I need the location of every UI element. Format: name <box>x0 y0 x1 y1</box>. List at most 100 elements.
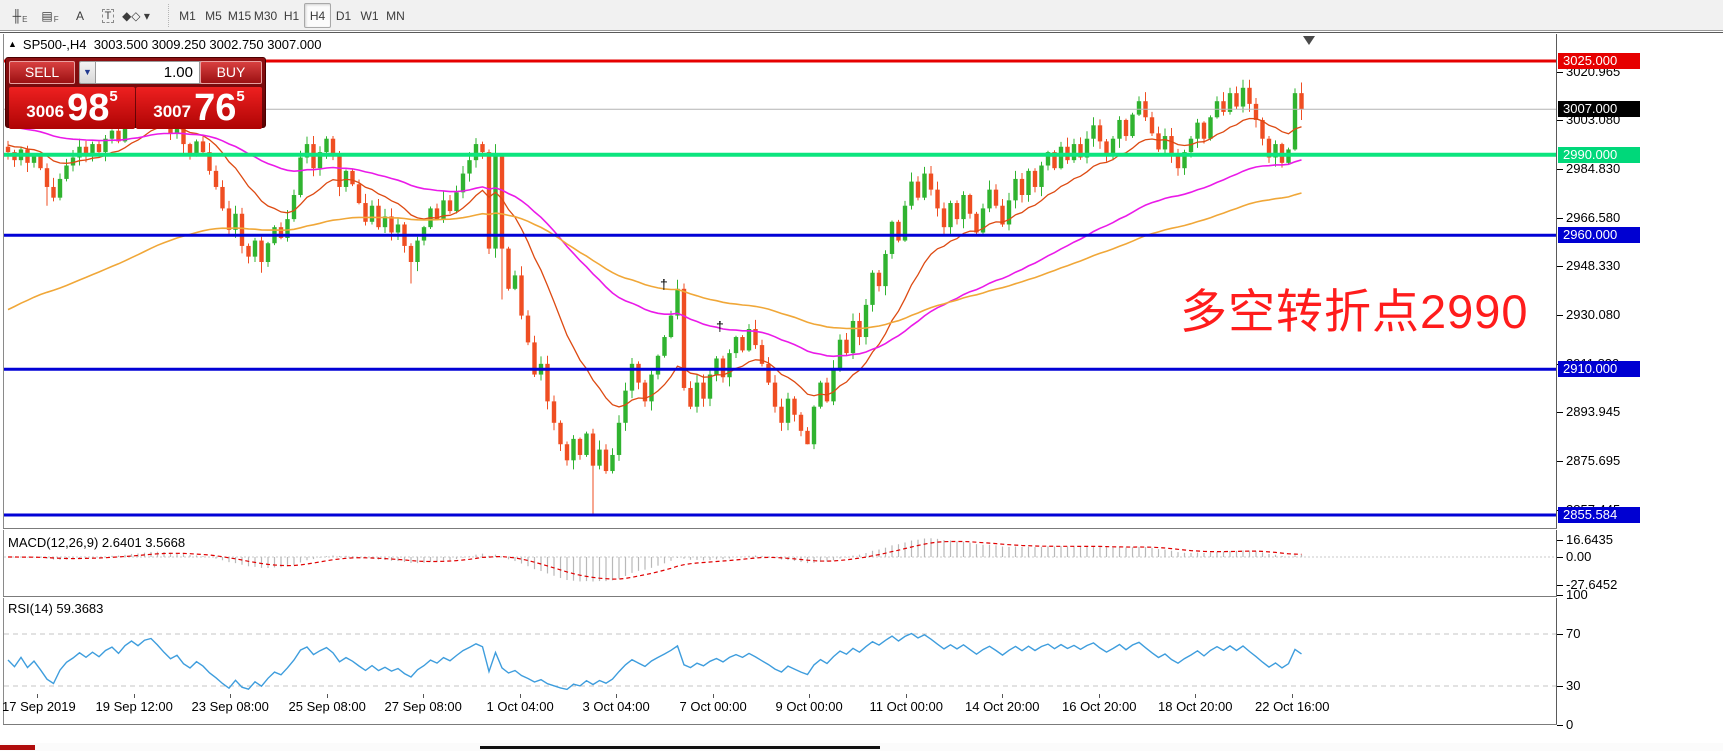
macd-pane-divider[interactable] <box>3 528 1557 530</box>
time-tick-label: 19 Sep 12:00 <box>95 699 173 714</box>
timeframe-button-m15[interactable]: M15 <box>227 8 252 23</box>
text-box-icon[interactable]: T <box>94 3 122 28</box>
volume-decrease-button[interactable]: ▼ <box>79 61 96 84</box>
macd-tick-mark <box>1557 584 1563 586</box>
support-level-badge: 2910.000 <box>1558 361 1640 378</box>
macd-tick-label: 0.00 <box>1566 549 1592 564</box>
macd-tick-label: -27.6452 <box>1566 576 1618 592</box>
timeframe-button-m5[interactable]: M5 <box>205 8 222 23</box>
time-tick-mark <box>1292 694 1293 698</box>
time-tick-label: 3 Oct 04:00 <box>582 699 650 714</box>
ma-slow-orange <box>7 192 1302 330</box>
macd-tick-label: 16.6435 <box>1566 532 1613 548</box>
chart-mark: † <box>660 276 668 292</box>
price-tick-mark <box>1557 168 1563 170</box>
rsi-tick-label: 0 <box>1566 717 1574 732</box>
rsi-tick-mark <box>1557 595 1563 596</box>
sell-price-integer: 3006 <box>26 102 65 121</box>
rsi-tick-label: 70 <box>1566 626 1581 641</box>
collapse-quotes-icon[interactable]: ▲ <box>8 39 17 49</box>
price-axis-border <box>1556 34 1557 724</box>
plot-left-border <box>3 34 4 724</box>
price-tick-mark <box>1557 71 1563 73</box>
volume-input[interactable] <box>96 61 200 84</box>
timeframe-button-w1[interactable]: W1 <box>360 8 379 23</box>
sell-price-point: 5 <box>109 88 118 105</box>
time-tick-label: 14 Oct 20:00 <box>965 699 1040 714</box>
timeframe-button-h4[interactable]: H4 <box>304 3 331 28</box>
time-tick-label: 18 Oct 20:00 <box>1158 699 1233 714</box>
macd-tick-mark <box>1557 557 1563 558</box>
toolbar-separator <box>168 4 169 27</box>
buy-price-integer: 3007 <box>153 102 192 121</box>
rsi-indicator-label: RSI(14) 59.3683 <box>8 601 104 616</box>
price-tick-mark <box>1557 315 1563 317</box>
price-tick-mark <box>1557 412 1563 414</box>
rsi-tick-mark <box>1557 686 1563 687</box>
time-tick-mark <box>520 694 521 698</box>
price-tick-label: 2984.830 <box>1566 160 1621 176</box>
timeframe-button-h1[interactable]: H1 <box>283 8 300 23</box>
price-tick-label: 2875.695 <box>1566 453 1621 469</box>
rsi-tick-mark <box>1557 725 1563 726</box>
chart-window: ▲ SP500-,H4 3003.500 3009.250 3002.750 30… <box>0 32 1723 751</box>
chart-objects-icon[interactable]: ╫ E <box>12 8 28 25</box>
time-axis-divider <box>3 724 1557 726</box>
time-tick-mark <box>809 694 810 698</box>
sell-quote-box[interactable]: 3006 98 5 <box>9 87 135 129</box>
price-tick-label: 2966.580 <box>1566 209 1621 225</box>
chart-shift-marker-icon[interactable] <box>1303 36 1315 45</box>
symbol-ohlc-values: 3003.500 3009.250 3002.750 3007.000 <box>93 37 322 52</box>
candlestick-chart-canvas[interactable]: †† <box>0 33 1723 745</box>
time-tick-mark <box>134 694 135 698</box>
timeframe-button-m30[interactable]: M30 <box>253 8 278 23</box>
time-tick-mark <box>37 694 38 698</box>
buy-quote-box[interactable]: 3007 76 5 <box>136 87 262 129</box>
timeframe-button-mn[interactable]: MN <box>386 8 405 23</box>
scrollbar-red-accent <box>0 745 35 750</box>
time-tick-mark <box>1099 694 1100 698</box>
time-tick-label: 22 Oct 16:00 <box>1255 699 1330 714</box>
time-tick-mark <box>713 694 714 698</box>
pivot-level-badge: 2990.000 <box>1558 146 1640 163</box>
rsi-tick-label: 30 <box>1566 678 1581 693</box>
rsi-tick-label: 100 <box>1566 587 1588 602</box>
horizontal-scrollbar <box>0 743 1723 751</box>
price-tick-label: 2930.080 <box>1566 307 1621 323</box>
scrollbar-thumb[interactable] <box>480 746 880 749</box>
buy-price-pips: 76 <box>194 87 237 129</box>
price-tick-mark <box>1557 217 1563 219</box>
time-tick-label: 1 Oct 04:00 <box>486 699 554 714</box>
support-level-badge: 2960.000 <box>1558 227 1640 244</box>
rsi-pane-divider[interactable] <box>3 596 1557 598</box>
macd-tick-mark <box>1557 540 1563 542</box>
top-toolbar: ╫ E ▤ F A T ◆◇ ▾ M1 M5 M15 M30 H1 H4 D1 W1 MN <box>0 0 1723 31</box>
timeframe-button-m1[interactable]: M1 <box>179 8 196 23</box>
symbol-name: SP500-,H4 <box>22 37 87 52</box>
time-tick-label: 27 Sep 08:00 <box>384 699 462 714</box>
time-tick-label: 7 Oct 00:00 <box>679 699 747 714</box>
time-tick-label: 25 Sep 08:00 <box>288 699 366 714</box>
time-tick-mark <box>1195 694 1196 698</box>
time-tick-mark <box>423 694 424 698</box>
rsi-tick-mark <box>1557 634 1563 635</box>
price-tick-mark <box>1557 266 1563 268</box>
macd-signal-line <box>8 540 1302 580</box>
time-tick-mark <box>1002 694 1003 698</box>
shapes-icon[interactable]: ◆◇ ▾ <box>122 8 150 23</box>
time-tick-label: 17 Sep 2019 <box>2 699 76 714</box>
price-tick-mark <box>1557 119 1563 121</box>
buy-button[interactable]: BUY <box>200 61 262 84</box>
time-tick-label: 23 Sep 08:00 <box>191 699 269 714</box>
time-tick-mark <box>230 694 231 698</box>
one-click-trading-panel: SELL ▼ ▲ BUY 3006 98 5 3007 76 5 <box>5 57 266 129</box>
sell-price-pips: 98 <box>67 87 110 129</box>
macd-indicator-label: MACD(12,26,9) 2.6401 3.5668 <box>8 535 186 550</box>
timeframe-button-d1[interactable]: D1 <box>335 8 352 23</box>
sell-button[interactable]: SELL <box>9 61 75 84</box>
grid-icon[interactable]: ▤ F <box>41 8 59 25</box>
chart-mark: † <box>716 318 724 334</box>
text-label-icon[interactable]: A <box>75 8 84 23</box>
time-tick-label: 16 Oct 20:00 <box>1062 699 1137 714</box>
price-tick-label: 2948.330 <box>1566 258 1621 274</box>
